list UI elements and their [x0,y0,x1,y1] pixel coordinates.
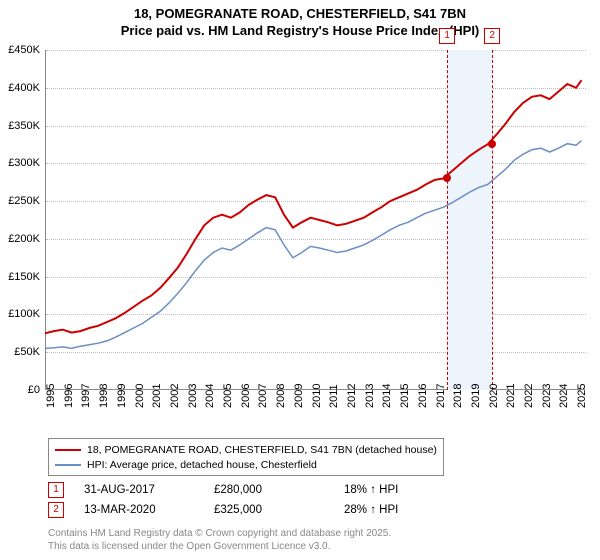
y-axis-label: £350K [0,120,40,132]
x-axis-label: 2002 [169,384,181,408]
y-axis-label: £200K [0,233,40,245]
x-axis-label: 2013 [364,384,376,408]
legend-swatch [55,464,81,466]
y-axis-label: £400K [0,82,40,94]
marker-date: 13-MAR-2020 [84,504,214,516]
footnote-line2: This data is licensed under the Open Gov… [48,541,391,554]
title-line1: 18, POMEGRANATE ROAD, CHESTERFIELD, S41 … [0,6,600,23]
x-axis-label: 1997 [80,384,92,408]
x-axis-label: 2016 [417,384,429,408]
x-axis-label: 2020 [488,384,500,408]
y-axis-label: £250K [0,195,40,207]
x-axis-label: 2023 [541,384,553,408]
marker-id-box: 2 [48,502,64,518]
x-axis-label: 2003 [187,384,199,408]
x-axis-label: 2022 [523,384,535,408]
footnote: Contains HM Land Registry data © Crown c… [48,528,391,553]
x-axis-label: 1998 [98,384,110,408]
y-axis-label: £100K [0,308,40,320]
x-axis-label: 2006 [240,384,252,408]
marker-delta: 28% ↑ HPI [344,504,474,516]
y-axis-label: £0 [0,384,40,396]
y-axis-label: £300K [0,157,40,169]
title-line2: Price paid vs. HM Land Registry's House … [0,23,600,40]
x-axis-label: 2009 [293,384,305,408]
legend-item: 18, POMEGRANATE ROAD, CHESTERFIELD, S41 … [55,443,437,458]
x-axis-label: 2018 [452,384,464,408]
x-axis-label: 2001 [151,384,163,408]
legend: 18, POMEGRANATE ROAD, CHESTERFIELD, S41 … [48,438,444,476]
marker-delta: 18% ↑ HPI [344,484,474,496]
series-hpi [45,141,582,349]
chart-area: 12 £0£50K£100K£150K£200K£250K£300K£350K£… [45,50,585,410]
x-axis-label: 2012 [346,384,358,408]
marker-date: 31-AUG-2017 [84,484,214,496]
x-axis-label: 2000 [134,384,146,408]
marker-data-row: 2 13-MAR-2020£325,00028% ↑ HPI [48,500,474,520]
x-axis-label: 2008 [275,384,287,408]
x-axis-label: 2007 [257,384,269,408]
x-axis-label: 2017 [435,384,447,408]
chart-title: 18, POMEGRANATE ROAD, CHESTERFIELD, S41 … [0,0,600,40]
marker-price: £325,000 [214,504,344,516]
x-axis-label: 2014 [381,384,393,408]
marker-box: 2 [484,28,500,44]
legend-swatch [55,449,81,451]
y-axis-label: £150K [0,271,40,283]
marker-data-rows: 1 31-AUG-2017£280,00018% ↑ HPI 2 13-MAR-202… [48,480,474,520]
y-axis-label: £50K [0,346,40,358]
x-axis-label: 2025 [576,384,588,408]
series-price-paid [45,80,582,333]
x-axis-label: 1995 [45,384,57,408]
x-axis-label: 2024 [558,384,570,408]
x-axis-label: 2011 [328,384,340,408]
legend-item: HPI: Average price, detached house, Ches… [55,458,437,473]
x-axis-label: 2004 [204,384,216,408]
x-axis-label: 1996 [63,384,75,408]
marker-box: 1 [439,28,455,44]
legend-label: HPI: Average price, detached house, Ches… [87,458,317,473]
x-axis-label: 2015 [399,384,411,408]
x-axis-label: 2005 [222,384,234,408]
marker-data-row: 1 31-AUG-2017£280,00018% ↑ HPI [48,480,474,500]
x-axis-label: 2010 [311,384,323,408]
x-axis-label: 1999 [116,384,128,408]
legend-label: 18, POMEGRANATE ROAD, CHESTERFIELD, S41 … [87,443,437,458]
marker-price: £280,000 [214,484,344,496]
footnote-line1: Contains HM Land Registry data © Crown c… [48,528,391,541]
marker-id-box: 1 [48,482,64,498]
x-axis-label: 2019 [470,384,482,408]
chart-lines [45,50,585,390]
x-axis-label: 2021 [505,384,517,408]
y-axis-label: £450K [0,44,40,56]
